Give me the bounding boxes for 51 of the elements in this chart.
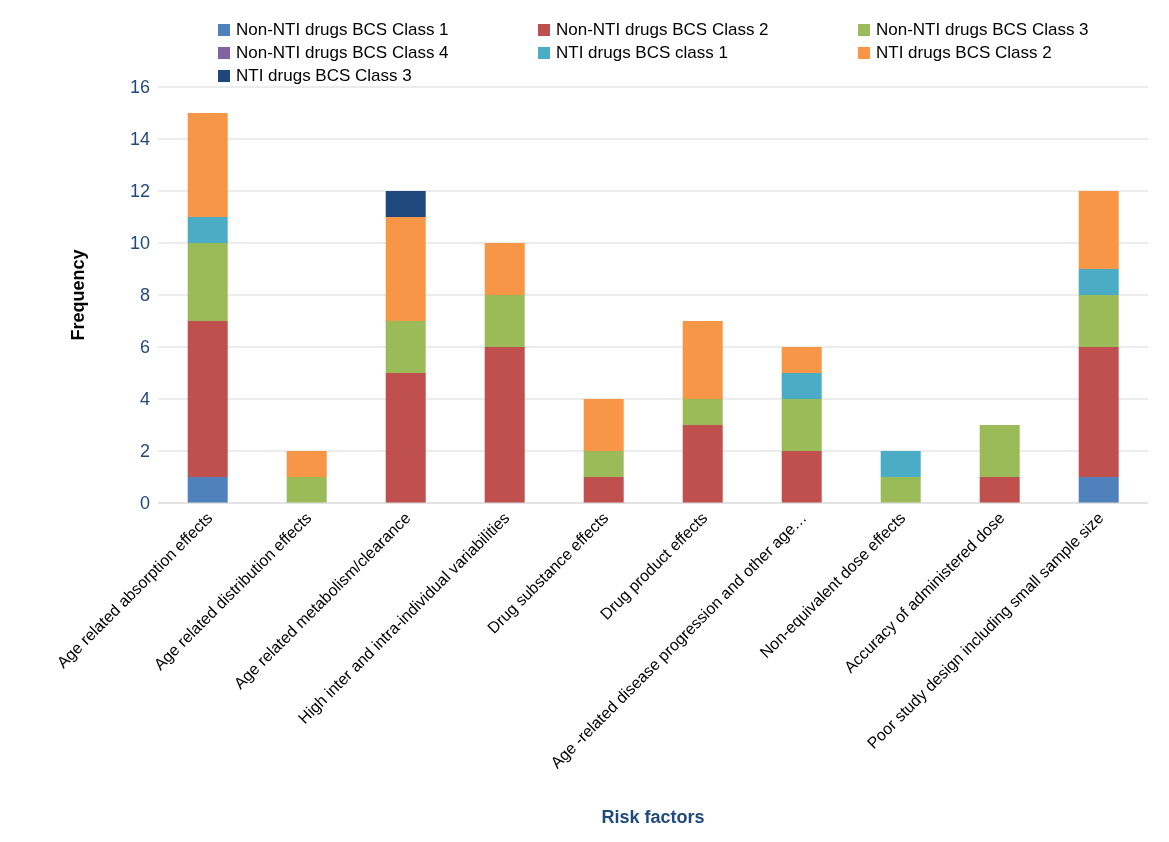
y-axis-title: Frequency	[68, 249, 89, 341]
y-tick-label: 0	[139, 493, 150, 514]
bar	[385, 217, 426, 321]
y-tick-label: 8	[139, 285, 150, 306]
y-tick-label: 12	[129, 181, 150, 202]
bar	[781, 399, 822, 451]
legend-label: Non-NTI drugs BCS Class 4	[236, 42, 449, 64]
bar	[286, 451, 327, 477]
bar	[1078, 269, 1119, 295]
y-tick-label: 14	[129, 129, 150, 150]
bar	[781, 347, 822, 373]
bar	[484, 243, 525, 295]
bar	[781, 451, 822, 503]
bar	[583, 477, 624, 503]
y-tick-label: 6	[139, 337, 150, 358]
y-tick-label: 4	[139, 389, 150, 410]
bar	[880, 477, 921, 503]
bar	[385, 373, 426, 503]
bar	[484, 347, 525, 503]
bar	[484, 295, 525, 347]
bar	[385, 191, 426, 217]
legend-label: NTI drugs BCS class 1	[556, 42, 728, 64]
bar	[187, 217, 228, 243]
y-tick-label: 10	[129, 233, 150, 254]
bar	[781, 373, 822, 399]
bar	[979, 477, 1020, 503]
x-axis-title: Risk factors	[601, 807, 705, 827]
bar	[1078, 191, 1119, 269]
bar	[682, 321, 723, 399]
bar	[385, 321, 426, 373]
legend-label: Non-NTI drugs BCS Class 2	[556, 19, 769, 41]
y-tick-label: 2	[139, 441, 150, 462]
bar	[682, 399, 723, 425]
bar	[1078, 295, 1119, 347]
bar	[880, 451, 921, 477]
bar	[583, 399, 624, 451]
bar	[187, 243, 228, 321]
bar	[187, 477, 228, 503]
bar	[979, 425, 1020, 477]
y-tick-label: 16	[129, 77, 150, 98]
legend-label: Non-NTI drugs BCS Class 3	[876, 19, 1089, 41]
bar	[1078, 347, 1119, 477]
legend-label: NTI drugs BCS Class 2	[876, 42, 1052, 64]
bar	[1078, 477, 1119, 503]
bar	[682, 425, 723, 503]
legend-label: NTI drugs BCS Class 3	[236, 65, 412, 87]
bar	[187, 321, 228, 477]
legend-label: Non-NTI drugs BCS Class 1	[236, 19, 449, 41]
bar	[583, 451, 624, 477]
bar	[187, 113, 228, 217]
bar	[286, 477, 327, 503]
